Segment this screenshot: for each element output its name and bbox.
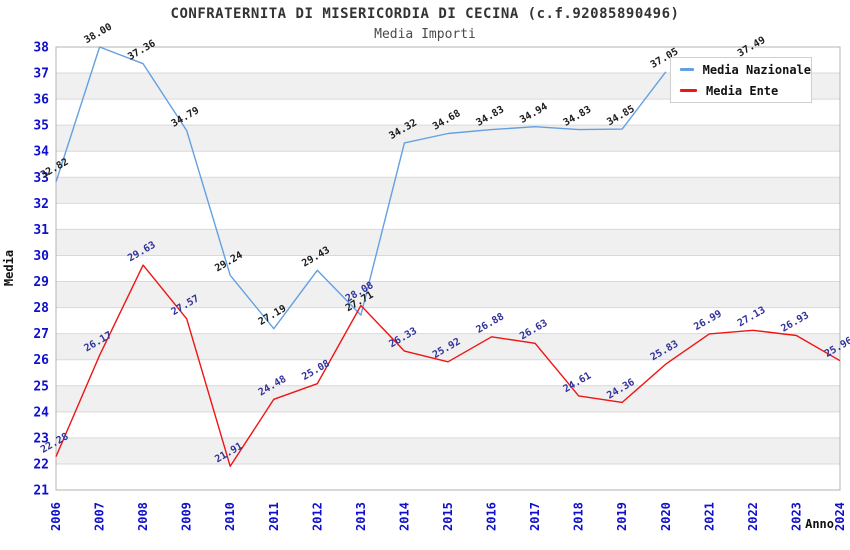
x-tick-label: 2011 <box>267 502 281 531</box>
x-tick-label: 2007 <box>93 502 107 531</box>
y-tick-label: 32 <box>33 197 49 212</box>
legend-item-ente: Media Ente <box>680 83 811 99</box>
y-tick-label: 36 <box>33 93 49 108</box>
legend-swatch-ente <box>680 89 697 92</box>
legend: Media Nazionale Media Ente <box>670 57 812 103</box>
plot-band <box>56 151 840 178</box>
chart-title: CONFRATERNITA DI MISERICORDIA DI CECINA … <box>170 6 680 22</box>
x-tick-label: 2014 <box>397 502 411 531</box>
legend-label-nazionale: Media Nazionale <box>702 62 811 77</box>
plot-band <box>56 463 840 490</box>
x-tick-label: 2024 <box>833 502 847 531</box>
x-tick-label: 2012 <box>310 502 324 531</box>
x-tick-label: 2015 <box>441 502 455 531</box>
plot-band <box>56 229 840 256</box>
y-tick-label: 25 <box>33 379 49 394</box>
x-tick-label: 2022 <box>746 502 760 531</box>
y-tick-label: 27 <box>33 327 49 342</box>
y-tick-label: 31 <box>33 223 49 238</box>
plot-band <box>56 385 840 412</box>
x-axis-title: Anno <box>805 517 834 531</box>
y-tick-label: 22 <box>33 457 49 472</box>
y-tick-label: 35 <box>33 119 49 134</box>
plot-border <box>55 46 841 491</box>
y-tick-label: 21 <box>33 484 49 499</box>
plot-band <box>56 255 840 282</box>
plot-band <box>56 333 840 360</box>
x-tick-label: 2021 <box>702 502 716 531</box>
x-tick-label: 2018 <box>572 502 586 531</box>
x-tick-label: 2020 <box>659 502 673 531</box>
plot-band <box>56 125 840 152</box>
y-tick-label: 28 <box>33 301 49 316</box>
x-tick-label: 2010 <box>223 502 237 531</box>
y-tick-label: 33 <box>33 171 49 186</box>
y-tick-label: 24 <box>33 405 49 420</box>
plot-band <box>56 359 840 386</box>
series-line-media-ente <box>55 264 841 467</box>
x-tick-label: 2017 <box>528 502 542 531</box>
y-tick-label: 34 <box>33 145 49 160</box>
plot-band <box>56 437 840 464</box>
legend-swatch-nazionale <box>680 68 694 71</box>
x-tick-label: 2016 <box>485 502 499 531</box>
plot-band <box>56 411 840 438</box>
x-tick-label: 2023 <box>789 502 803 531</box>
data-label: 38.00 <box>83 22 115 47</box>
plot-band <box>56 99 840 126</box>
x-tick-label: 2008 <box>136 502 150 531</box>
y-tick-label: 26 <box>33 353 49 368</box>
y-tick-label: 23 <box>33 431 49 446</box>
legend-item-nazionale: Media Nazionale <box>680 62 811 78</box>
x-tick-label: 2013 <box>354 502 368 531</box>
chart-subtitle: Media Importi <box>374 27 476 42</box>
plot-band <box>56 281 840 308</box>
x-tick-label: 2009 <box>180 502 194 531</box>
y-axis-title: Media <box>2 250 16 286</box>
x-tick-label: 2006 <box>49 502 63 531</box>
plot-band <box>56 177 840 204</box>
y-tick-label: 29 <box>33 275 49 290</box>
x-tick-label: 2019 <box>615 502 629 531</box>
y-tick-label: 37 <box>33 67 49 82</box>
plot-band <box>56 203 840 230</box>
legend-label-ente: Media Ente <box>706 83 779 98</box>
y-tick-label: 30 <box>33 249 49 264</box>
y-tick-label: 38 <box>33 41 49 56</box>
